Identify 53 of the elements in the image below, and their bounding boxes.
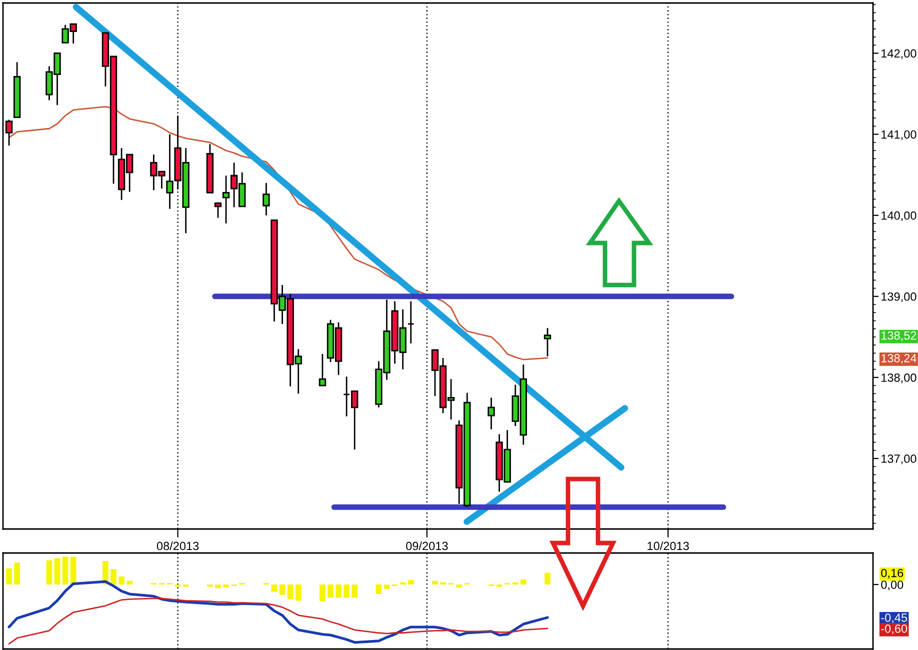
y-tick-label: 138,24 — [882, 354, 916, 364]
bar — [432, 580, 438, 585]
y-tick-label: 138,00 — [882, 373, 916, 384]
bar — [118, 576, 124, 585]
bar — [376, 584, 382, 594]
y-tick-label: 139,00 — [882, 292, 916, 302]
candlestick — [5, 119, 13, 146]
y-tick-label: 142,00 — [882, 49, 916, 60]
y-tick-label: 0,16 — [881, 568, 904, 579]
candlestick — [318, 353, 326, 386]
bar — [110, 569, 116, 585]
x-tick-label: 10/2013 — [648, 542, 689, 550]
y-tick-label: 140,00 — [882, 211, 916, 222]
candlestick — [214, 202, 222, 218]
candlestick — [262, 182, 270, 216]
bar — [520, 579, 526, 585]
bar — [271, 584, 278, 592]
bar — [6, 568, 12, 585]
y-tick-label: -0,60 — [881, 624, 908, 634]
x-tick-label: 08/2013 — [156, 542, 199, 550]
bar — [352, 584, 358, 598]
bar — [295, 584, 302, 601]
bar — [344, 584, 350, 598]
bar — [126, 580, 132, 585]
bar — [279, 584, 286, 595]
bar — [287, 584, 294, 600]
bar — [456, 584, 462, 588]
y-tick-label: 0,00 — [881, 580, 904, 590]
bar — [46, 560, 52, 585]
candlestick — [222, 174, 230, 224]
bar — [408, 580, 414, 585]
candlestick — [407, 300, 414, 344]
line-series — [8, 580, 549, 644]
bar — [544, 572, 550, 585]
bar — [54, 558, 60, 585]
y-tick-label: 141,00 — [882, 130, 916, 140]
bar — [328, 584, 334, 598]
y-tick-label: 138,52 — [882, 331, 916, 342]
bar — [336, 584, 342, 598]
bar — [440, 582, 446, 585]
bar — [223, 584, 229, 588]
candlestick — [488, 397, 495, 430]
bar — [62, 556, 68, 585]
bar — [384, 584, 390, 589]
x-tick-label: 09/2013 — [406, 542, 448, 550]
bar — [70, 556, 76, 585]
y-tick-label: 137,00 — [882, 454, 916, 464]
bar — [215, 584, 221, 588]
candlestick — [544, 327, 552, 358]
bar — [14, 562, 20, 585]
line-series — [8, 598, 548, 645]
bar — [320, 584, 326, 602]
y-tick-label: -0,45 — [881, 614, 908, 624]
